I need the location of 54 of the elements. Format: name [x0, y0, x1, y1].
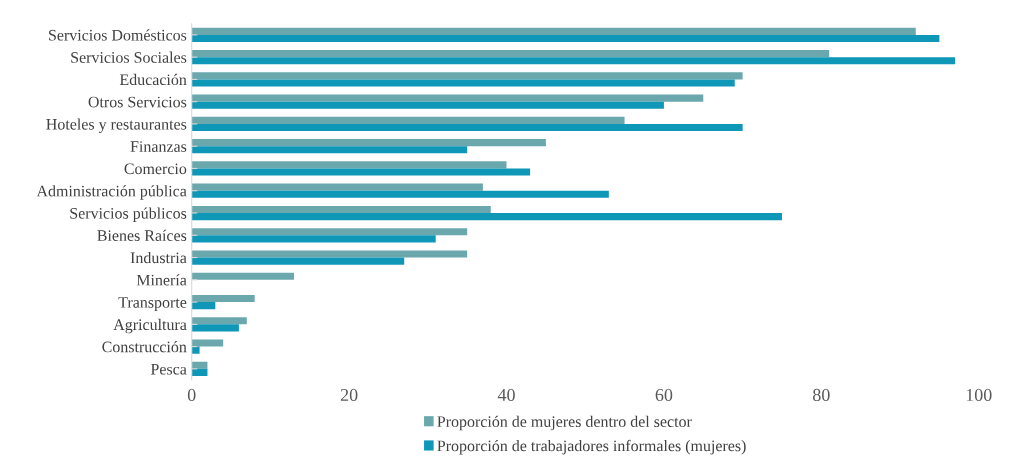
- bar: [191, 101, 664, 109]
- y-tick-label: Servicios Domésticos: [49, 29, 187, 41]
- bar: [191, 368, 208, 376]
- bar: [191, 34, 940, 43]
- bar: [191, 272, 295, 280]
- bar: [191, 183, 483, 191]
- y-tick-label: Educación: [119, 73, 187, 86]
- bar: [191, 27, 916, 35]
- bar: [191, 50, 830, 58]
- bar: [191, 123, 743, 132]
- y-tick-label: Otros Servicios: [88, 96, 187, 108]
- y-tick-label: Bienes Raíces: [97, 229, 187, 241]
- bar: [191, 57, 956, 65]
- y-tick-label: Hoteles y restaurantes: [46, 118, 187, 133]
- legend-label: Proporción de trabajadores informales (mujeres): [437, 439, 746, 455]
- bar: [191, 94, 704, 102]
- bar: [191, 168, 531, 176]
- bar: [191, 317, 247, 325]
- bar: [191, 228, 468, 236]
- y-tick-label: Comercio: [124, 163, 187, 175]
- y-tick-label: Minería: [136, 274, 187, 286]
- bar: [191, 72, 743, 80]
- bar: [191, 324, 239, 332]
- y-tick-label: Servicios públicos: [70, 207, 187, 222]
- bar: [191, 205, 491, 214]
- bar: [191, 190, 609, 198]
- x-tick-label: 100: [966, 388, 992, 402]
- x-tick-label: 80: [812, 388, 830, 402]
- bar: [191, 146, 468, 154]
- y-tick-label: Transporte: [118, 297, 187, 312]
- y-tick-label: Administración pública: [36, 185, 187, 200]
- x-tick-label: 60: [655, 388, 673, 402]
- x-tick-label: 20: [340, 388, 358, 402]
- bar: [191, 346, 200, 354]
- bar: [191, 213, 782, 221]
- x-tick-label: 40: [497, 388, 515, 402]
- bar: [191, 139, 546, 147]
- bar: [191, 294, 255, 303]
- bar: [191, 79, 735, 87]
- bar: [191, 116, 625, 124]
- legend-label: Proporción de mujeres dentro del sector: [437, 415, 692, 431]
- y-tick-label: Industria: [130, 252, 187, 264]
- bar: [191, 161, 507, 169]
- y-tick-label: Finanzas: [130, 141, 187, 152]
- x-tick-label: 0: [187, 388, 196, 402]
- y-tick-label: Agricultura: [113, 318, 187, 334]
- y-tick-label: Pesca: [150, 363, 187, 375]
- bar: [191, 257, 405, 265]
- bar: [191, 235, 436, 243]
- bar: [191, 302, 216, 310]
- y-tick-label: Servicios Sociales: [71, 51, 187, 63]
- bar: [191, 250, 468, 258]
- bar: [191, 339, 224, 347]
- y-tick-label: Construcción: [102, 341, 187, 353]
